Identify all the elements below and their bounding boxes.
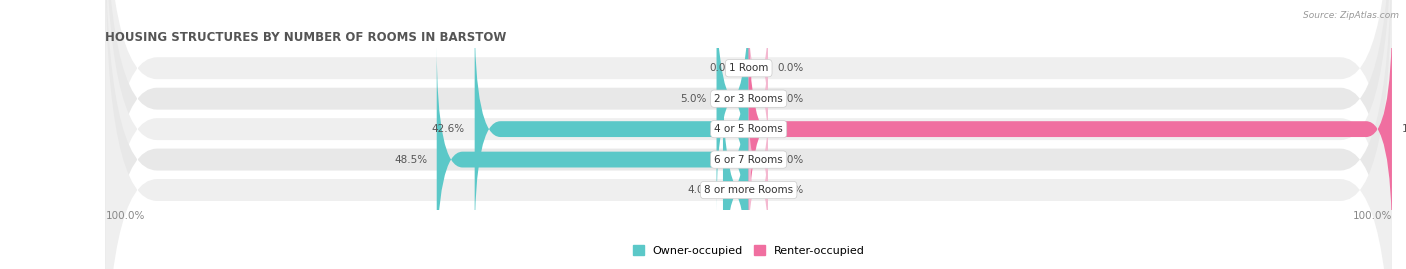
Text: 0.0%: 0.0%: [710, 63, 735, 73]
FancyBboxPatch shape: [723, 76, 749, 269]
Text: 100.0%: 100.0%: [1353, 211, 1392, 221]
Text: HOUSING STRUCTURES BY NUMBER OF ROOMS IN BARSTOW: HOUSING STRUCTURES BY NUMBER OF ROOMS IN…: [105, 31, 506, 44]
FancyBboxPatch shape: [749, 15, 1392, 243]
Text: 0.0%: 0.0%: [778, 63, 804, 73]
Legend: Owner-occupied, Renter-occupied: Owner-occupied, Renter-occupied: [633, 246, 865, 256]
FancyBboxPatch shape: [105, 0, 1392, 269]
FancyBboxPatch shape: [749, 107, 768, 213]
Text: 4.0%: 4.0%: [688, 185, 713, 195]
FancyBboxPatch shape: [105, 0, 1392, 269]
FancyBboxPatch shape: [437, 46, 749, 269]
FancyBboxPatch shape: [717, 0, 749, 213]
FancyBboxPatch shape: [105, 0, 1392, 269]
Text: 0.0%: 0.0%: [778, 155, 804, 165]
Text: 0.0%: 0.0%: [778, 185, 804, 195]
Text: 0.0%: 0.0%: [778, 94, 804, 104]
Text: 8 or more Rooms: 8 or more Rooms: [704, 185, 793, 195]
Text: 4 or 5 Rooms: 4 or 5 Rooms: [714, 124, 783, 134]
FancyBboxPatch shape: [105, 0, 1392, 269]
Text: 100.0%: 100.0%: [1402, 124, 1406, 134]
Text: 48.5%: 48.5%: [394, 155, 427, 165]
Text: 5.0%: 5.0%: [681, 94, 707, 104]
FancyBboxPatch shape: [475, 15, 749, 243]
FancyBboxPatch shape: [749, 15, 768, 121]
FancyBboxPatch shape: [749, 137, 768, 243]
Text: Source: ZipAtlas.com: Source: ZipAtlas.com: [1303, 11, 1399, 20]
Text: 42.6%: 42.6%: [432, 124, 465, 134]
FancyBboxPatch shape: [105, 0, 1392, 269]
Text: 100.0%: 100.0%: [105, 211, 145, 221]
Text: 1 Room: 1 Room: [728, 63, 769, 73]
Text: 2 or 3 Rooms: 2 or 3 Rooms: [714, 94, 783, 104]
Text: 6 or 7 Rooms: 6 or 7 Rooms: [714, 155, 783, 165]
FancyBboxPatch shape: [749, 46, 768, 152]
